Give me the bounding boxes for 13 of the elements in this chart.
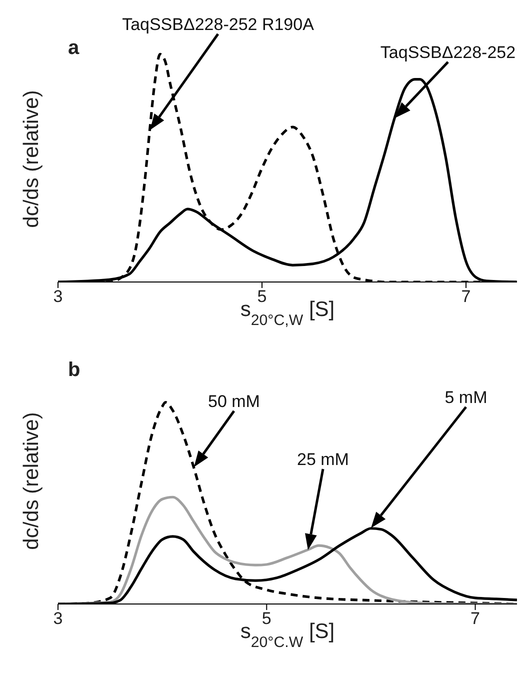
x-tick-label: 7 xyxy=(470,609,480,628)
annotation: 25 mM xyxy=(297,450,349,469)
annotation: TaqSSBΔ228-252 xyxy=(380,43,516,62)
annotation: 5 mM xyxy=(444,388,488,407)
y-axis-title: dc/ds (relative) xyxy=(20,412,43,550)
chart-title: b xyxy=(68,359,80,381)
x-tick-label: 3 xyxy=(53,609,63,628)
text: TaqSSBΔ228-252 R190A xyxy=(122,15,315,34)
chart-title: a xyxy=(68,37,80,59)
annotation: 50 mM xyxy=(208,392,260,411)
x-tick-label: 3 xyxy=(53,287,63,306)
x-tick-label: 7 xyxy=(461,287,471,306)
y-axis-title: dc/ds (relative) xyxy=(20,90,43,228)
